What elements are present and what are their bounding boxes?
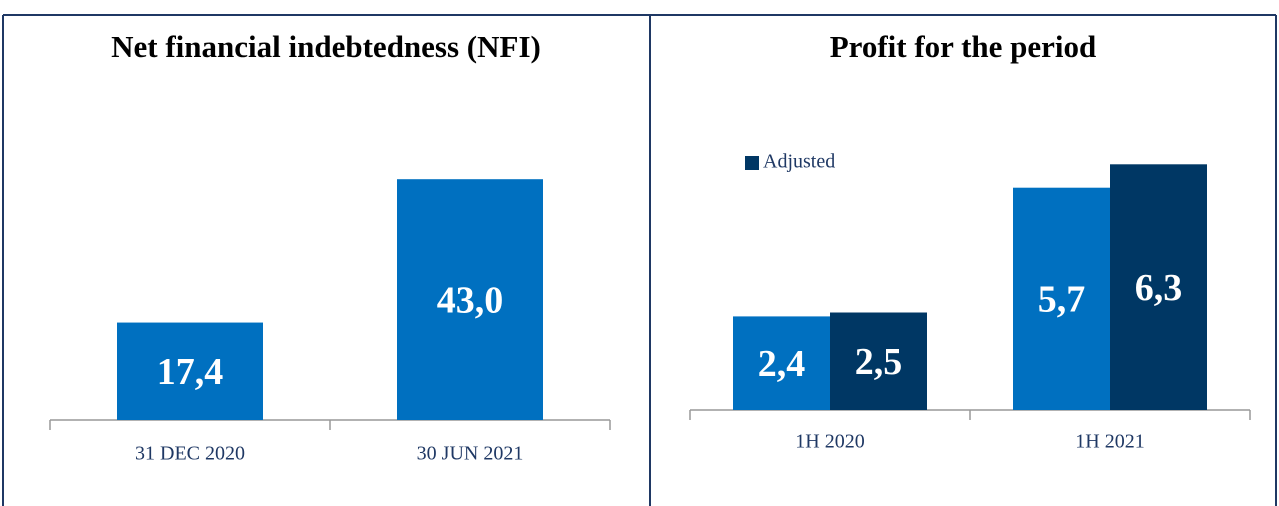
x-tick-label: 30 JUN 2021 <box>417 443 524 465</box>
value-label: 17,4 <box>157 351 224 393</box>
bar <box>117 322 263 420</box>
bar <box>1013 187 1110 410</box>
legend-label: Adjusted <box>763 151 835 173</box>
chart-title: Profit for the period <box>830 29 1097 64</box>
bar <box>733 316 830 410</box>
bar <box>1110 164 1207 410</box>
bar <box>397 179 543 420</box>
value-label: 6,3 <box>1135 267 1183 309</box>
x-tick-label: 1H 2021 <box>1075 431 1144 453</box>
value-label: 43,0 <box>437 279 504 321</box>
x-tick-label: 31 DEC 2020 <box>135 443 245 465</box>
legend-swatch <box>745 156 759 170</box>
value-label: 5,7 <box>1038 279 1086 321</box>
bar <box>830 312 927 410</box>
x-tick-label: 1H 2020 <box>795 431 864 453</box>
value-label: 2,4 <box>758 343 806 385</box>
value-label: 2,5 <box>855 341 903 383</box>
chart-title: Net financial indebtedness (NFI) <box>111 29 541 64</box>
